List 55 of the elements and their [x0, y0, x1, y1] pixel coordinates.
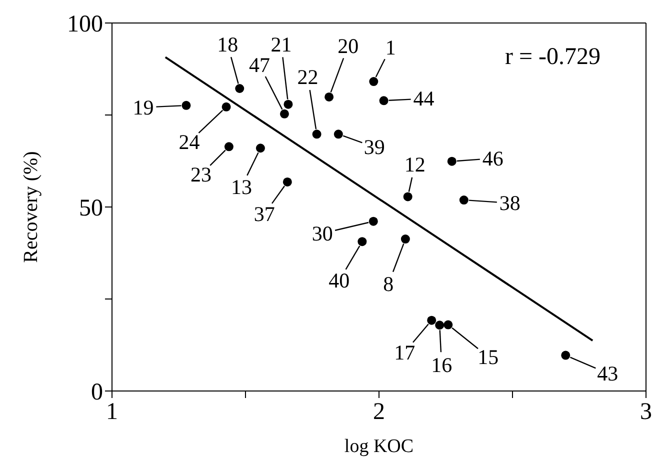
annotation: 37: [254, 202, 275, 226]
point: [256, 144, 265, 153]
point: [312, 130, 322, 139]
annotation: 44: [413, 86, 435, 111]
y-axis-title: Recovery (%): [20, 151, 42, 263]
annotation: 22: [297, 65, 318, 90]
point: [459, 196, 468, 205]
point: [358, 237, 367, 246]
y-tick-label: 100: [67, 12, 103, 38]
y-tick-label: 0: [91, 380, 103, 406]
point: [235, 84, 244, 94]
annotation: 19: [132, 95, 154, 120]
annotation: 40: [328, 268, 350, 293]
annotation: r = -0.729: [505, 44, 601, 71]
x-axis-title: log KOC: [344, 436, 414, 457]
annotation: 23: [190, 162, 212, 187]
point: [435, 320, 444, 330]
point: [369, 77, 378, 86]
annotation: 12: [404, 152, 426, 177]
y-tick-label: 50: [79, 196, 103, 222]
annotation: 17: [394, 340, 416, 364]
annotation: 38: [499, 191, 520, 216]
annotation: 47: [248, 52, 270, 77]
point: [324, 92, 334, 102]
annotation: 16: [431, 353, 452, 378]
point: [561, 350, 570, 360]
annotation: 18: [217, 32, 238, 57]
annotation: 43: [597, 361, 618, 386]
point: [282, 177, 292, 186]
annotation: 15: [478, 344, 499, 369]
annotation: 24: [178, 130, 200, 154]
annotation: 8: [383, 272, 394, 296]
annotation: 21: [270, 32, 292, 56]
annotation: 39: [364, 135, 385, 160]
point: [222, 102, 231, 112]
annotation: 13: [230, 175, 252, 200]
point: [284, 100, 293, 109]
x-tick-label: 1: [106, 399, 118, 426]
annotation: 46: [482, 146, 504, 170]
annotation: 30: [312, 221, 333, 246]
point: [444, 320, 453, 330]
point: [427, 316, 436, 325]
point: [368, 216, 378, 226]
annotation: 20: [338, 34, 359, 58]
annotation: 1: [385, 36, 396, 60]
point: [400, 234, 410, 244]
x-tick-label: 3: [640, 399, 652, 426]
x-tick-label: 2: [373, 399, 385, 426]
point: [403, 192, 412, 202]
point: [182, 100, 191, 110]
point: [224, 142, 234, 152]
point: [280, 109, 289, 118]
point: [379, 96, 388, 106]
point: [447, 156, 456, 166]
point: [334, 130, 343, 139]
